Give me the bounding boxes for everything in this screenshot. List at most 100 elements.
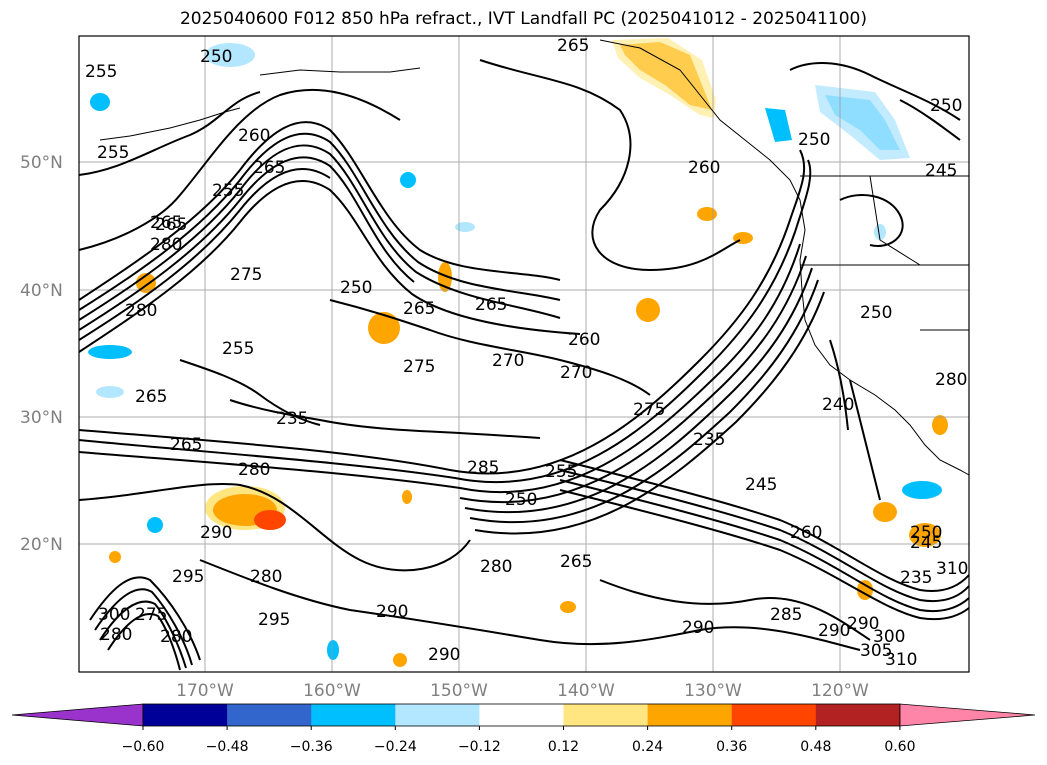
latitude-labels: 50°N 40°N 30°N 20°N xyxy=(20,153,63,555)
shade-blue-e2 xyxy=(874,224,886,240)
contour-label: 275 xyxy=(403,357,435,377)
contour-label: 250 xyxy=(860,303,892,323)
coastline xyxy=(99,39,970,476)
shade-orange-13 xyxy=(393,653,407,667)
shade-orange-4 xyxy=(636,298,660,322)
shade-blue-w3 xyxy=(96,386,124,398)
lon-label: 130°W xyxy=(684,681,742,701)
contour-label: 265 xyxy=(475,295,507,315)
shade-orange-1 xyxy=(368,312,400,344)
contour-label: 255 xyxy=(545,462,577,482)
shade-orange-14 xyxy=(109,551,121,563)
lon-label: 160°W xyxy=(303,681,361,701)
contour-label: 270 xyxy=(560,363,592,383)
contour-label: 240 xyxy=(822,395,854,415)
contour-label: 235 xyxy=(693,430,725,450)
contour-label-group: 250 255 265 250 260 265 255 255 250 245 … xyxy=(85,36,968,670)
colorbar-tick-label: 0.12 xyxy=(548,739,579,755)
colorbar-tick-label: 0.60 xyxy=(884,739,915,755)
shade-blue-e1 xyxy=(902,481,942,499)
contour-label: 265 xyxy=(150,213,182,233)
shade-blue-w5 xyxy=(400,172,416,188)
contour-label: 280 xyxy=(238,460,270,480)
lat-label: 20°N xyxy=(20,535,63,555)
shade-yellow-alaska xyxy=(612,38,716,118)
lat-label: 30°N xyxy=(20,408,63,428)
contour-label: 290 xyxy=(818,621,850,641)
colorbar-segment xyxy=(311,704,396,726)
contour-label: 265 xyxy=(560,552,592,572)
contour-label: 310 xyxy=(885,650,917,670)
contour-label: 295 xyxy=(172,567,204,587)
contour-label: 280 xyxy=(250,567,282,587)
shade-blue-w7 xyxy=(147,517,163,533)
contour-label: 255 xyxy=(222,339,254,359)
contour-label: 255 xyxy=(212,181,244,201)
colorbar-segment xyxy=(143,704,228,726)
map-plot-area: 250 255 265 250 260 265 255 255 250 245 … xyxy=(78,35,970,673)
contour-label: 280 xyxy=(100,625,132,645)
contour-label: 255 xyxy=(97,143,129,163)
contour-label: 245 xyxy=(745,475,777,495)
contour-label: 250 xyxy=(505,490,537,510)
contour-label: 265 xyxy=(135,387,167,407)
contour-label: 280 xyxy=(935,370,967,390)
shade-red-7 xyxy=(254,510,286,530)
colorbar-segment xyxy=(227,704,312,726)
colorbar-tick-label: −0.36 xyxy=(290,739,333,755)
shade-orange-9 xyxy=(909,523,941,547)
colorbar-tick-label: −0.60 xyxy=(122,739,165,755)
contour-label: 280 xyxy=(150,235,182,255)
contour-label: 300 xyxy=(873,627,905,647)
contour-label: 280 xyxy=(125,301,157,321)
colorbar-tick-label: −0.48 xyxy=(206,739,249,755)
contour-label: 250 xyxy=(910,523,942,543)
lon-label: 140°W xyxy=(557,681,615,701)
shade-blue-w6 xyxy=(455,222,475,232)
contour-label: 295 xyxy=(258,610,290,630)
lon-label: 170°W xyxy=(176,681,234,701)
shading-layer xyxy=(88,38,948,667)
contour-label: 265 xyxy=(557,36,589,56)
contour-label: 285 xyxy=(467,458,499,478)
contour-label: 255 xyxy=(85,62,117,82)
contour-label: 265 xyxy=(403,299,435,319)
contour-label: 280 xyxy=(160,627,192,647)
colorbar-tick-label: 0.36 xyxy=(716,739,747,755)
shade-blue-w1 xyxy=(90,93,110,111)
contour-label: 260 xyxy=(790,523,822,543)
contour-label: 305 xyxy=(860,641,892,661)
colorbar-segment xyxy=(647,704,733,726)
colorbar-tick-label: 0.48 xyxy=(800,739,831,755)
map-frame xyxy=(78,35,970,673)
contour-label: 285 xyxy=(770,605,802,625)
colorbar-extend-left xyxy=(11,703,144,727)
contour-label: 250 xyxy=(798,130,830,150)
contour-label: 290 xyxy=(847,614,879,634)
contour-label: 245 xyxy=(910,533,942,553)
colorbar xyxy=(11,703,1036,727)
colorbar-segment xyxy=(731,704,817,726)
contour-label: 265 xyxy=(170,435,202,455)
contour-label: 275 xyxy=(135,605,167,625)
contour-label: 260 xyxy=(688,158,720,178)
colorbar-tick-label: −0.12 xyxy=(458,739,501,755)
contour-label: 290 xyxy=(200,523,232,543)
contour-label: 290 xyxy=(376,602,408,622)
contour-label: 290 xyxy=(682,618,714,638)
colorbar-tick-label: −0.24 xyxy=(374,739,417,755)
colorbar-segment xyxy=(815,704,901,726)
contour-label: 250 xyxy=(340,278,372,298)
shade-orange-5 xyxy=(697,207,717,221)
shade-blue-w4 xyxy=(205,43,255,67)
colorbar-segment xyxy=(563,704,649,726)
lat-label: 50°N xyxy=(20,153,63,173)
contour-label: 265 xyxy=(155,215,187,235)
contour-label: 300 xyxy=(98,605,130,625)
contour-label: 260 xyxy=(238,126,270,146)
contour-label: 250 xyxy=(930,96,962,116)
contour-label: 235 xyxy=(276,409,308,429)
shade-orange-11 xyxy=(560,601,576,613)
contour-label: 265 xyxy=(253,158,285,178)
